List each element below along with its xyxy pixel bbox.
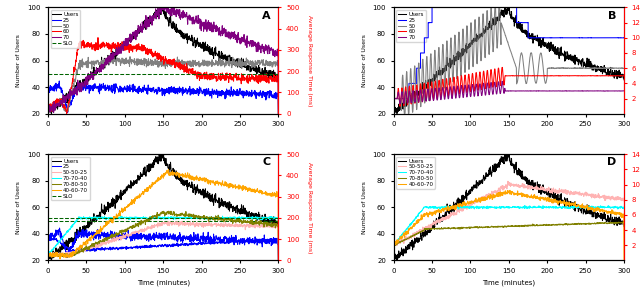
Y-axis label: Number of Users: Number of Users <box>16 181 21 234</box>
Legend: Users, 25, 50, 60, 70: Users, 25, 50, 60, 70 <box>396 10 426 42</box>
Legend: Users, 25, 50, 60, 70, SLO: Users, 25, 50, 60, 70, SLO <box>51 10 80 48</box>
Y-axis label: Average Response Time (ms): Average Response Time (ms) <box>307 162 312 253</box>
Y-axis label: Average Response Time (ms): Average Response Time (ms) <box>307 15 312 106</box>
Y-axis label: Number of Users: Number of Users <box>362 34 367 87</box>
Text: A: A <box>262 11 270 21</box>
Y-axis label: Number of Users: Number of Users <box>16 34 21 87</box>
Legend: Users, 50-50-25, 70-70-40, 70-80-50, 40-60-70: Users, 50-50-25, 70-70-40, 70-80-50, 40-… <box>396 157 435 189</box>
X-axis label: Time (minutes): Time (minutes) <box>136 280 190 286</box>
Text: D: D <box>607 157 616 167</box>
Text: B: B <box>607 11 616 21</box>
X-axis label: Time (minutes): Time (minutes) <box>482 280 536 286</box>
Y-axis label: Number of Users: Number of Users <box>362 181 367 234</box>
Text: C: C <box>262 157 270 167</box>
Legend: Users, 25, 50-50-25, 70-70-40, 70-80-50, 40-60-70, SLO: Users, 25, 50-50-25, 70-70-40, 70-80-50,… <box>51 157 90 200</box>
